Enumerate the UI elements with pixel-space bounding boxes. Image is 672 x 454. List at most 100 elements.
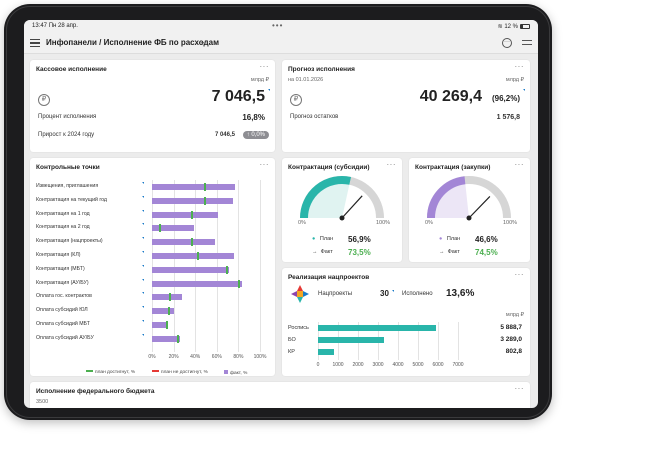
plan-value: 56,9%: [348, 235, 371, 244]
x-tick-label: 3000: [372, 362, 384, 368]
gauge-needle: [341, 195, 363, 219]
fact-bar[interactable]: [152, 266, 229, 273]
bar: [318, 337, 384, 343]
info-corner-icon: [392, 290, 394, 292]
arrow-right-icon: →: [312, 249, 318, 255]
grid-line: [216, 180, 218, 352]
fact-bar[interactable]: [152, 280, 242, 287]
bar-label: КР: [288, 349, 295, 355]
plan-marker: [176, 334, 179, 343]
info-corner-icon: [142, 182, 144, 184]
unit-label: млрд ₽: [505, 77, 524, 83]
info-corner-icon: [142, 320, 144, 322]
rest-value: 1 576,8: [496, 114, 520, 121]
legend-fact: факт, %: [224, 369, 247, 376]
ruble-icon: ₽: [38, 94, 50, 106]
page-title: Инфопанели / Исполнение ФБ по расходам: [46, 38, 219, 47]
np-count: 30: [380, 289, 389, 298]
growth-value: 7 046,5: [214, 132, 235, 138]
menu-icon[interactable]: [30, 39, 40, 47]
card-forecast: Прогноз исполнения ··· на 01.01.2026 млр…: [282, 60, 530, 152]
plan-legend: ● План: [439, 236, 461, 242]
more-icon[interactable]: ···: [259, 160, 269, 169]
chevron-down-icon[interactable]: ⌄: [199, 37, 206, 46]
bar-label: БО: [288, 337, 296, 343]
row-label: Контрактация на текущий год: [36, 196, 107, 203]
x-tick-label: 2000: [352, 362, 364, 368]
dot-icon: ●: [439, 236, 443, 242]
row-label: Оплата субсидий АУ/БУ: [36, 334, 94, 341]
exec-value: 16,8%: [242, 113, 265, 122]
info-corner-icon: [142, 195, 144, 198]
growth-badge: ↑ 0,0%: [242, 131, 269, 139]
more-icon[interactable]: ···: [514, 62, 524, 71]
plan-marker: [197, 252, 200, 260]
more-icon[interactable]: ···: [514, 160, 524, 169]
x-tick-label: 40%: [190, 353, 201, 360]
grid-line: [260, 180, 261, 352]
card-control-points: Контрольные точки ··· 0% 20% 40% 60% 80% 100%…: [30, 158, 275, 376]
info-corner-icon: [142, 333, 144, 336]
plan-marker: [203, 196, 206, 205]
grid-line: [398, 322, 399, 360]
info-corner-icon: [142, 223, 144, 226]
x-tick-label: 0: [316, 362, 320, 368]
card-title: Кассовое исполнение: [36, 66, 107, 73]
gauge-hub: [466, 215, 472, 221]
x-tick-label: 4000: [392, 362, 404, 368]
fact-bar[interactable]: [152, 225, 195, 232]
gauge-min: 0%: [298, 220, 306, 226]
fact-bar[interactable]: [152, 335, 181, 342]
growth-label: Прирост к 2024 году: [38, 132, 95, 138]
fact-bar[interactable]: [152, 211, 218, 218]
gauge-plan-arc: [427, 176, 466, 219]
more-circle-icon[interactable]: ···: [502, 38, 512, 48]
fact-legend: → Факт: [312, 249, 333, 255]
card-title: Контрактация (субсидии): [288, 164, 370, 171]
bar-value: 3 289,0: [500, 336, 522, 343]
x-tick-label: 20%: [168, 353, 179, 360]
unit-label: млрд ₽: [250, 77, 269, 83]
card-title: Контрольные точки: [36, 164, 100, 171]
more-icon[interactable]: ···: [386, 160, 396, 169]
info-corner-icon: [268, 89, 270, 91]
forecast-pct: (96,2%): [491, 94, 520, 103]
plan-legend: ● План: [312, 236, 334, 242]
card-fed-budget: Исполнение федерального бюджета ··· 3500: [30, 382, 530, 408]
fact-bar[interactable]: [152, 239, 215, 246]
done-pct: 13,6%: [446, 288, 475, 299]
x-tick-label: 1000: [332, 362, 344, 368]
fact-bar[interactable]: [152, 322, 168, 328]
rest-label: Прогноз остатков: [290, 114, 339, 120]
status-time: 13:47 Пн 28 апр.: [32, 23, 78, 29]
x-tick-label: 0%: [148, 353, 156, 360]
unit-label: млрд ₽: [505, 312, 524, 318]
plan-marker: [238, 279, 241, 288]
zakup-gauge: [427, 176, 511, 221]
gauge-fill-area: [431, 180, 469, 218]
bar: [318, 325, 436, 331]
plan-marker: [158, 224, 161, 233]
exec-label: Процент исполнения: [38, 114, 97, 120]
fact-bar[interactable]: [152, 253, 235, 259]
more-icon[interactable]: ···: [514, 270, 524, 279]
fact-bar[interactable]: [152, 308, 174, 315]
fact-value: 73,5%: [348, 248, 371, 257]
status-bar: 13:47 Пн 28 апр. ••• ≋ 12 %: [24, 20, 538, 32]
row-label: Контрактация на 1 год: [36, 210, 90, 217]
fact-bar[interactable]: [152, 294, 183, 301]
more-icon[interactable]: ···: [259, 62, 269, 71]
control-points-chart: 0% 20% 40% 60% 80% 100% Извещения, приглашения…: [36, 178, 271, 376]
forecast-date: на 01.01.2026: [288, 77, 324, 83]
fact-bar[interactable]: [152, 184, 236, 190]
filter-settings-icon[interactable]: [522, 38, 532, 48]
gauge-max: 100%: [376, 220, 391, 226]
ruble-icon: ₽: [290, 94, 302, 106]
more-icon[interactable]: ···: [514, 384, 524, 393]
card-kassa: Кассовое исполнение ··· млрд ₽ ₽ 7 046,5…: [30, 60, 275, 152]
fact-bar[interactable]: [152, 197, 233, 204]
grid-line: [152, 180, 153, 352]
multitask-dots-icon[interactable]: •••: [272, 21, 284, 30]
grid-line: [238, 180, 240, 352]
plan-marker: [203, 183, 206, 191]
